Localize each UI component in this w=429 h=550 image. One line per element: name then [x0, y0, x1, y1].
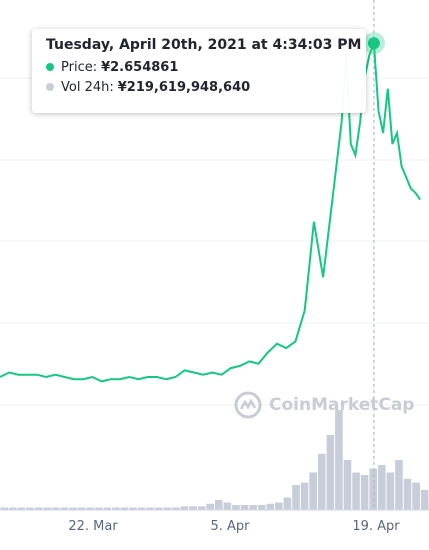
volume-bar: [86, 507, 94, 510]
volume-bar: [335, 410, 343, 510]
volume-bar: [129, 507, 137, 510]
volume-bar: [146, 507, 154, 510]
volume-bar: [51, 507, 60, 510]
tooltip-title: Tuesday, April 20th, 2021 at 4:34:03 PM: [46, 37, 362, 53]
volume-bar: [275, 502, 283, 510]
chart-tooltip: Tuesday, April 20th, 2021 at 4:34:03 PM …: [32, 29, 366, 113]
volume-bar: [403, 478, 412, 510]
x-tick-label: 5. Apr: [210, 519, 250, 534]
volume-bar: [103, 507, 112, 510]
volume-bar: [0, 507, 9, 510]
tooltip-volume-row: Vol 24h: ¥219,619,948,640: [46, 77, 354, 97]
coinmarketcap-logo-icon: [234, 391, 262, 419]
volume-bar: [240, 505, 249, 510]
tooltip-price-row: Price: ¥2.654861: [46, 57, 354, 77]
watermark-text: CoinMarketCap: [269, 395, 415, 415]
volume-bar: [26, 507, 34, 510]
volume-bar: [266, 503, 275, 510]
tooltip-price-value: ¥2.654861: [101, 59, 179, 75]
volume-bar: [206, 503, 214, 510]
volume-bar: [309, 472, 317, 510]
volume-bar: [94, 507, 103, 510]
grid-lines: [0, 77, 429, 406]
volume-bar: [378, 465, 386, 510]
volume-bar: [257, 505, 266, 510]
volume-bar: [17, 507, 26, 510]
volume-bar: [60, 507, 69, 510]
watermark: CoinMarketCap: [233, 390, 414, 420]
volume-bar: [317, 453, 326, 510]
volume-bar: [300, 482, 309, 510]
volume-bar: [9, 507, 17, 510]
volume-bar: [283, 497, 292, 510]
volume-bar: [223, 502, 232, 510]
tooltip-volume-label: Vol 24h:: [61, 79, 114, 95]
volume-bar: [369, 468, 378, 510]
volume-bar: [352, 472, 360, 510]
price-legend-dot: [46, 63, 54, 71]
volume-bar: [232, 505, 240, 510]
volume-bar: [395, 460, 403, 510]
price-line: [0, 42, 421, 383]
highlight-point[interactable]: [367, 37, 380, 50]
volume-bar: [180, 506, 189, 510]
tooltip-price-label: Price:: [61, 59, 98, 75]
volume-bar: [172, 507, 180, 510]
volume-bar: [120, 507, 129, 510]
x-tick-label: 22. Mar: [68, 519, 118, 534]
volume-bar: [386, 472, 395, 510]
volume-bar: [292, 485, 300, 510]
volume-bar: [189, 506, 197, 510]
volume-bar: [197, 506, 206, 510]
volume-legend-dot: [46, 83, 54, 91]
volume-bar: [412, 482, 420, 510]
x-tick-label: 19. Apr: [352, 519, 400, 534]
volume-bar: [163, 507, 172, 510]
volume-bar: [154, 507, 163, 510]
volume-bar: [326, 435, 335, 510]
tooltip-volume-value: ¥219,619,948,640: [117, 79, 251, 95]
volume-bar: [34, 507, 43, 510]
volume-bar: [77, 507, 86, 510]
volume-bar: [43, 507, 51, 510]
volume-bars: [0, 410, 429, 510]
volume-bar: [112, 507, 120, 510]
volume-bar: [343, 460, 352, 510]
volume-bar: [69, 507, 77, 510]
volume-bar: [249, 505, 257, 510]
volume-bar: [215, 500, 223, 510]
volume-bar: [137, 507, 146, 510]
volume-bar: [420, 490, 429, 510]
volume-bar: [360, 475, 369, 510]
